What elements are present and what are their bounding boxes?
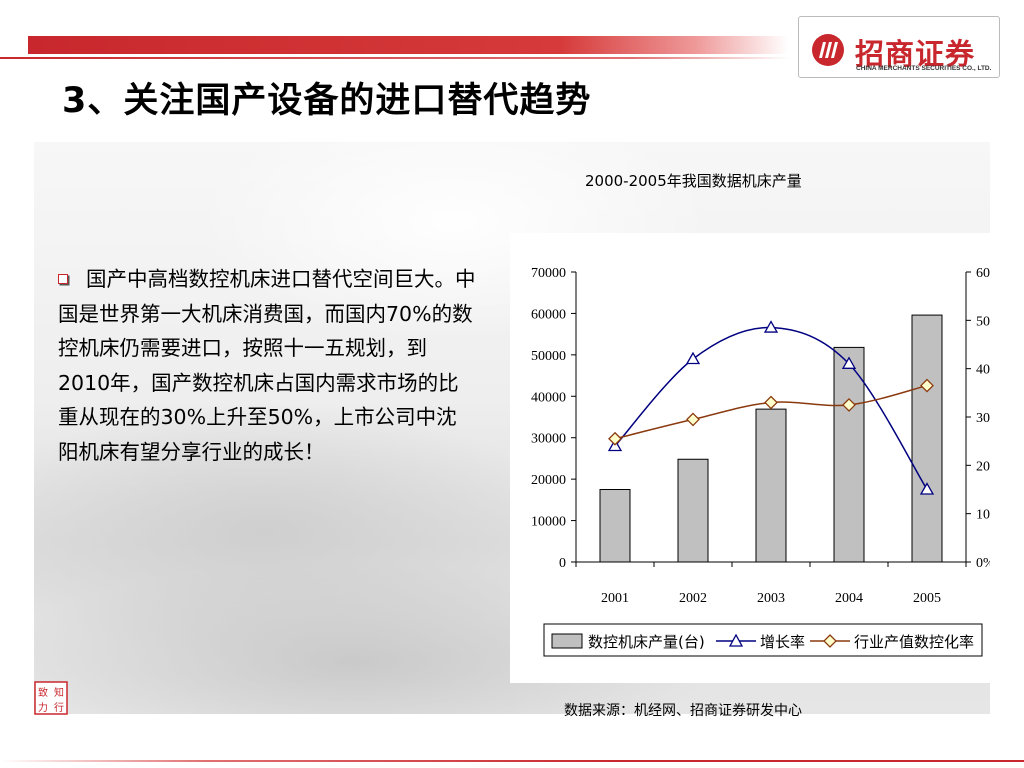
- legend-label-growth: 增长率: [760, 633, 805, 651]
- cnc-ratio-point: [686, 412, 700, 427]
- right-axis-tick-label: 20%: [976, 459, 990, 474]
- right-axis-tick-label: 40%: [976, 363, 990, 378]
- growth-rate-point: [841, 356, 857, 369]
- logo-chinese-name: 招商证券: [855, 37, 976, 71]
- left-axis-tick-label: 40000: [531, 390, 566, 405]
- cnc-ratio-point: [842, 397, 856, 412]
- left-axis-tick-label: 70000: [531, 266, 566, 281]
- svg-text:致: 致: [38, 686, 48, 699]
- logo-english-name: CHINA MERCHANTS SECURITIES CO., LTD.: [856, 65, 992, 72]
- left-axis-tick-label: 20000: [531, 473, 566, 488]
- seal-stamp-icon: 致 知 力 行: [34, 681, 68, 715]
- legend-ratio-marker: [823, 634, 837, 648]
- left-axis-tick-label: 0: [559, 556, 566, 571]
- production-bar: [911, 314, 943, 563]
- chart-panel: 70000 60000 50000 40000 30000 20000 10000 0 60% 5…: [510, 233, 990, 683]
- x-axis-tick-label: 2005: [913, 591, 941, 606]
- data-source-note: 数据来源：机经网、招商证券研发中心: [564, 703, 802, 719]
- svg-text:知: 知: [54, 686, 64, 699]
- header-red-band: [28, 36, 788, 54]
- cnc-ratio-point: [764, 395, 778, 410]
- legend-label-production: 数控机床产量(台): [588, 633, 705, 651]
- left-axis-tick-label: 60000: [531, 307, 566, 322]
- x-axis-tick-label: 2003: [757, 591, 785, 606]
- growth-rate-point: [763, 320, 779, 333]
- growth-rate-point: [919, 482, 935, 495]
- cnc-ratio-point: [608, 431, 622, 446]
- right-axis-tick-label: 10%: [976, 508, 990, 523]
- bullet-item: 国产中高档数控机床进口替代空间巨大。中国是世界第一大机床消费国，而国内70%的数…: [58, 262, 476, 469]
- chart-legend: [543, 623, 983, 657]
- production-bar: [833, 346, 865, 563]
- production-bar: [599, 489, 631, 563]
- right-axis-tick-label: 30%: [976, 411, 990, 426]
- left-axis-tick-label: 10000: [531, 515, 566, 530]
- bullet-square-icon: [58, 274, 68, 284]
- right-axis-tick-label: 60%: [976, 266, 990, 281]
- bullet-text: 国产中高档数控机床进口替代空间巨大。中国是世界第一大机床消费国，而国内70%的数…: [58, 267, 476, 464]
- right-axis-tick-label: 0%: [976, 556, 990, 571]
- left-axis-tick-label: 50000: [531, 349, 566, 364]
- growth-rate-point: [685, 351, 701, 365]
- header-red-line: [0, 57, 790, 59]
- production-bar: [677, 458, 709, 563]
- production-bar: [755, 408, 787, 563]
- legend-bar-swatch: [551, 633, 583, 649]
- footer-red-line: [0, 760, 1024, 762]
- left-axis-tick-label: 30000: [531, 432, 566, 447]
- legend-label-ratio: 行业产值数控化率: [854, 633, 974, 651]
- production-chart: 70000 60000 50000 40000 30000 20000 10000 0 60% 5…: [531, 266, 990, 657]
- x-axis-tick-label: 2002: [679, 591, 707, 606]
- legend-growth-marker: [728, 633, 744, 647]
- logo-emblem-icon: [812, 34, 844, 66]
- right-axis-tick-label: 50%: [976, 314, 990, 329]
- x-axis-tick-label: 2001: [601, 591, 629, 606]
- svg-text:行: 行: [54, 701, 64, 714]
- cnc-ratio-point: [920, 378, 934, 393]
- page-title: 3、关注国产设备的进口替代趋势: [62, 81, 592, 121]
- svg-text:力: 力: [38, 701, 48, 714]
- chart-title: 2000-2005年我国数据机床产量: [585, 172, 802, 190]
- x-axis-tick-label: 2004: [835, 591, 863, 606]
- company-logo: 招商证券 CHINA MERCHANTS SECURITIES CO., LTD…: [798, 16, 1000, 78]
